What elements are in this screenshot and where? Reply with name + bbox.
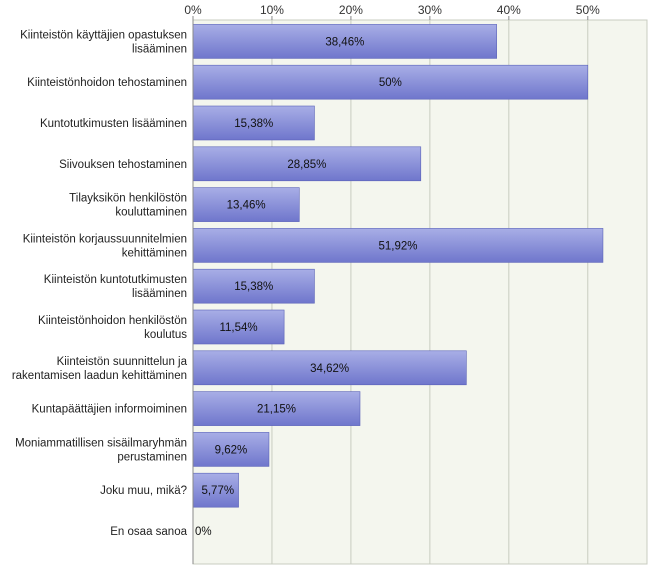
category-label: Joku muu, mikä?	[100, 485, 187, 497]
category-label: Kiinteistön käyttäjien opastuksen lisäämi…	[20, 29, 187, 55]
bar	[192, 24, 497, 59]
x-tick-label: 20%	[339, 3, 363, 17]
category-label: Kiinteistön kuntotutkimusten lisääminen	[44, 274, 187, 300]
category-label: Siivouksen tehostaminen	[59, 159, 187, 171]
category-label: Kiinteistön korjaussuunnitelmien kehittäm…	[23, 233, 187, 259]
category-label: Kiinteistönhoidon henkilöstön koulutus	[38, 315, 187, 341]
value-label: 15,38%	[234, 118, 273, 130]
bar	[192, 350, 467, 386]
value-label: 15,38%	[234, 281, 273, 293]
category-label: Tilayksikön henkilöstön kouluttaminen	[69, 193, 187, 219]
bar	[192, 309, 285, 345]
value-label: 50%	[379, 77, 402, 89]
x-tick-label: 40%	[497, 3, 521, 17]
category-label: Kuntotutkimusten lisääminen	[40, 118, 187, 130]
bar	[192, 268, 315, 304]
bar	[192, 432, 270, 467]
value-label: 28,85%	[287, 159, 326, 171]
value-label: 51,92%	[378, 240, 417, 252]
category-label: Kiinteistönhoidon tehostaminen	[27, 77, 187, 89]
bar	[192, 105, 315, 141]
x-tick-label: 10%	[260, 3, 284, 17]
value-label: 0%	[195, 526, 212, 538]
value-label: 38,46%	[325, 36, 364, 48]
bars	[192, 24, 604, 508]
bar	[192, 146, 422, 182]
value-label: 5,77%	[201, 485, 234, 497]
category-label: Kuntapäättäjien informoiminen	[32, 404, 187, 416]
value-label: 9,62%	[215, 444, 248, 456]
value-label: 34,62%	[310, 363, 349, 375]
bar	[192, 228, 604, 263]
bar	[192, 187, 300, 222]
category-label: Kiinteistön suunnittelun ja rakentamisen …	[12, 356, 188, 382]
bar	[192, 472, 239, 508]
bar	[192, 64, 589, 100]
x-axis-ticks: 0% 10% 20% 30% 40% 50%	[184, 3, 600, 20]
x-tick-label: 30%	[418, 3, 442, 17]
value-label: 13,46%	[227, 200, 266, 212]
value-label: 11,54%	[219, 322, 257, 334]
category-labels: Kiinteistön käyttäjien opastuksen lisäämi…	[12, 29, 188, 538]
value-labels: 38,46% 50% 15,38% 28,85% 13,46% 51,92% 15,38% 1…	[195, 36, 417, 538]
category-label: En osaa sanoa	[110, 526, 187, 538]
value-label: 21,15%	[257, 404, 296, 416]
bar	[192, 391, 361, 426]
category-label: Moniammatillisen sisäilmaryhmän perustami…	[15, 437, 187, 463]
x-tick-label: 0%	[184, 3, 202, 17]
x-tick-label: 50%	[576, 3, 600, 17]
